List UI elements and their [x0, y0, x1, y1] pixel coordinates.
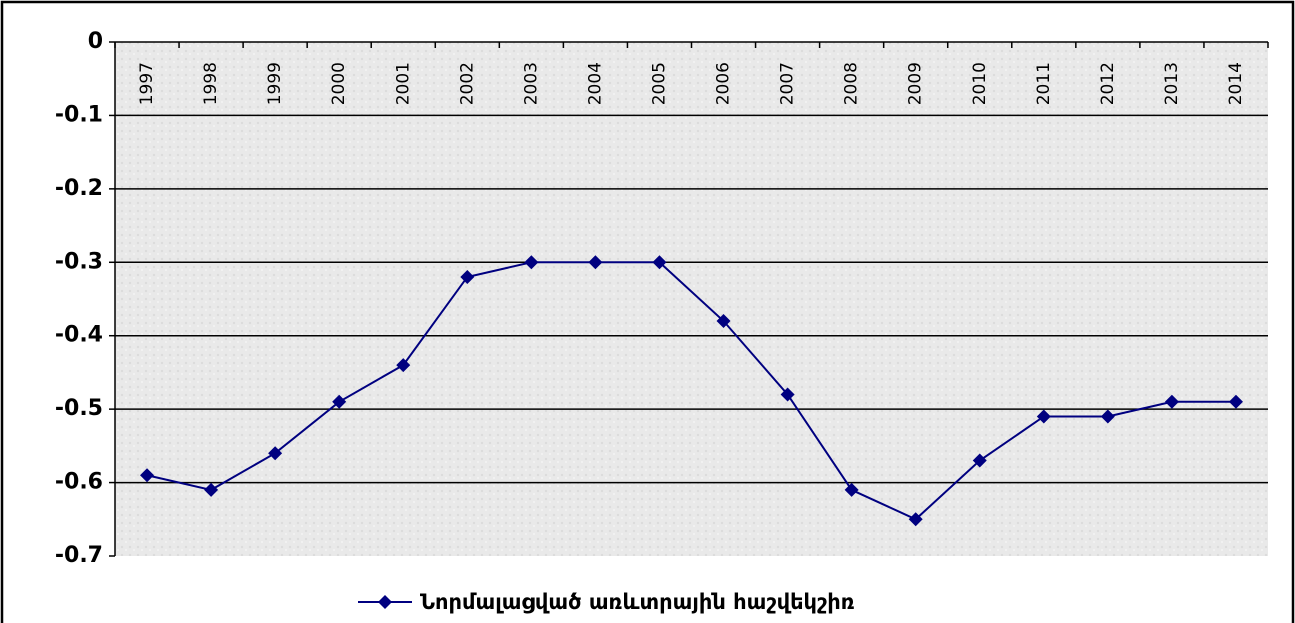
x-tick-label: 1999 — [265, 62, 285, 105]
x-tick-label: 2002 — [457, 62, 477, 105]
legend-marker — [378, 595, 392, 609]
point — [1100, 409, 1115, 424]
x-tick-label: 2012 — [1098, 62, 1118, 105]
point — [140, 468, 155, 483]
x-tick-label: 2006 — [714, 62, 734, 105]
y-tick-label: 0 — [88, 29, 103, 54]
y-tick-label: -0.1 — [55, 102, 103, 127]
point — [908, 512, 923, 527]
point — [716, 314, 731, 329]
x-tick-label: 2007 — [778, 62, 798, 105]
point — [652, 255, 667, 270]
x-tick-label: 2004 — [585, 62, 605, 105]
point — [524, 255, 539, 270]
legend: Նորմալացված առևտրային հաշվեկշիռ — [358, 590, 855, 614]
y-tick-label: -0.5 — [55, 396, 103, 421]
series-line — [146, 261, 1236, 521]
point — [204, 482, 219, 497]
point — [1228, 394, 1243, 409]
x-tick-label: 2010 — [970, 62, 990, 105]
y-tick-label: -0.4 — [55, 323, 103, 348]
x-tick-label: 1997 — [137, 62, 157, 105]
point — [588, 255, 603, 270]
x-tick-label: 1998 — [201, 62, 221, 105]
y-tick-label: -0.2 — [55, 176, 103, 201]
legend-label: Նորմալացված առևտրային հաշվեկշիռ — [420, 590, 855, 614]
x-tick-label: 2003 — [521, 62, 541, 105]
x-tick-label: 2005 — [649, 62, 669, 105]
x-tick-label: 2000 — [329, 62, 349, 105]
point — [972, 453, 987, 468]
y-tick-label: -0.3 — [55, 249, 103, 274]
point — [332, 394, 347, 409]
plot-area — [115, 42, 1268, 556]
point — [780, 387, 795, 402]
x-tick-label: 2013 — [1162, 62, 1182, 105]
point — [396, 358, 411, 373]
point — [1036, 409, 1051, 424]
y-tick-label: -0.6 — [55, 470, 103, 495]
y-tick-label: -0.7 — [55, 543, 103, 568]
x-tick-label: 2014 — [1226, 62, 1246, 105]
x-tick-label: 2001 — [393, 62, 413, 105]
x-tick-label: 2009 — [906, 62, 926, 105]
point — [268, 446, 283, 461]
point — [460, 269, 475, 284]
x-tick-label: 2011 — [1034, 62, 1054, 105]
point — [844, 482, 859, 497]
point — [1164, 394, 1179, 409]
x-tick-label: 2008 — [842, 62, 862, 105]
